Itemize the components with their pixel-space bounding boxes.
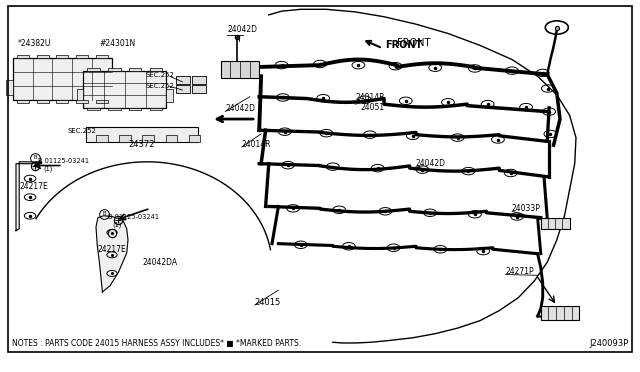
Bar xyxy=(176,85,190,93)
Text: B 01125-03241: B 01125-03241 xyxy=(38,158,90,164)
Bar xyxy=(36,55,49,58)
Polygon shape xyxy=(16,162,42,231)
Bar xyxy=(56,100,68,103)
Bar xyxy=(76,55,88,58)
Bar xyxy=(221,61,259,78)
Text: 24051: 24051 xyxy=(360,103,385,112)
Text: 24042D: 24042D xyxy=(228,25,258,34)
Bar xyxy=(83,71,166,108)
Text: J240093P: J240093P xyxy=(589,339,628,348)
Text: #24301N: #24301N xyxy=(99,39,136,48)
Bar xyxy=(119,135,131,142)
Bar xyxy=(56,55,68,58)
Text: (1): (1) xyxy=(113,221,122,228)
Bar xyxy=(541,218,570,229)
Text: NOTES : PARTS CODE 24015 HARNESS ASSY INCLUDES* ■ *MARKED PARTS.: NOTES : PARTS CODE 24015 HARNESS ASSY IN… xyxy=(12,339,301,348)
Text: 24042D: 24042D xyxy=(416,159,446,168)
Bar xyxy=(129,108,141,110)
Bar xyxy=(192,85,206,93)
Bar xyxy=(150,68,163,71)
Bar xyxy=(176,76,190,84)
Text: 24042DA: 24042DA xyxy=(142,258,177,267)
Text: 24042D: 24042D xyxy=(225,105,255,113)
Text: 24217E: 24217E xyxy=(19,182,48,191)
Bar xyxy=(192,76,206,84)
Bar xyxy=(87,108,100,110)
Text: 24014R: 24014R xyxy=(355,93,385,102)
Text: 24033P: 24033P xyxy=(512,204,541,213)
Bar xyxy=(150,108,163,110)
Bar xyxy=(189,135,200,142)
Bar xyxy=(13,58,112,100)
Polygon shape xyxy=(96,216,128,292)
Bar xyxy=(36,100,49,103)
Text: SEC.252: SEC.252 xyxy=(146,72,175,78)
Text: B: B xyxy=(102,211,106,216)
Bar xyxy=(6,80,13,95)
Text: B: B xyxy=(33,155,37,160)
Text: B 01125-03241: B 01125-03241 xyxy=(108,214,159,220)
Bar xyxy=(108,68,120,71)
Text: SEC.252: SEC.252 xyxy=(67,128,96,134)
Bar xyxy=(77,89,83,102)
Bar xyxy=(96,135,108,142)
Bar xyxy=(108,108,120,110)
Bar xyxy=(17,55,29,58)
Bar xyxy=(142,135,154,142)
Bar xyxy=(96,100,108,103)
Bar xyxy=(96,55,108,58)
Bar xyxy=(541,306,579,320)
Bar xyxy=(76,100,88,103)
Text: 24372: 24372 xyxy=(128,140,154,149)
Bar xyxy=(87,68,100,71)
Bar xyxy=(112,80,118,95)
Text: FRONT: FRONT xyxy=(397,38,430,48)
Text: SEC.252: SEC.252 xyxy=(146,83,175,89)
Bar xyxy=(166,89,173,102)
Text: 24015: 24015 xyxy=(255,298,281,307)
Text: 24014R: 24014R xyxy=(242,140,271,149)
Bar xyxy=(86,127,198,142)
Text: (1): (1) xyxy=(44,166,53,172)
Bar xyxy=(166,135,177,142)
Text: *24382U: *24382U xyxy=(18,39,51,48)
Bar xyxy=(129,68,141,71)
Text: FRONT: FRONT xyxy=(385,40,422,50)
Text: 24271P: 24271P xyxy=(506,267,534,276)
Text: 24217E: 24217E xyxy=(97,245,126,254)
Bar xyxy=(17,100,29,103)
